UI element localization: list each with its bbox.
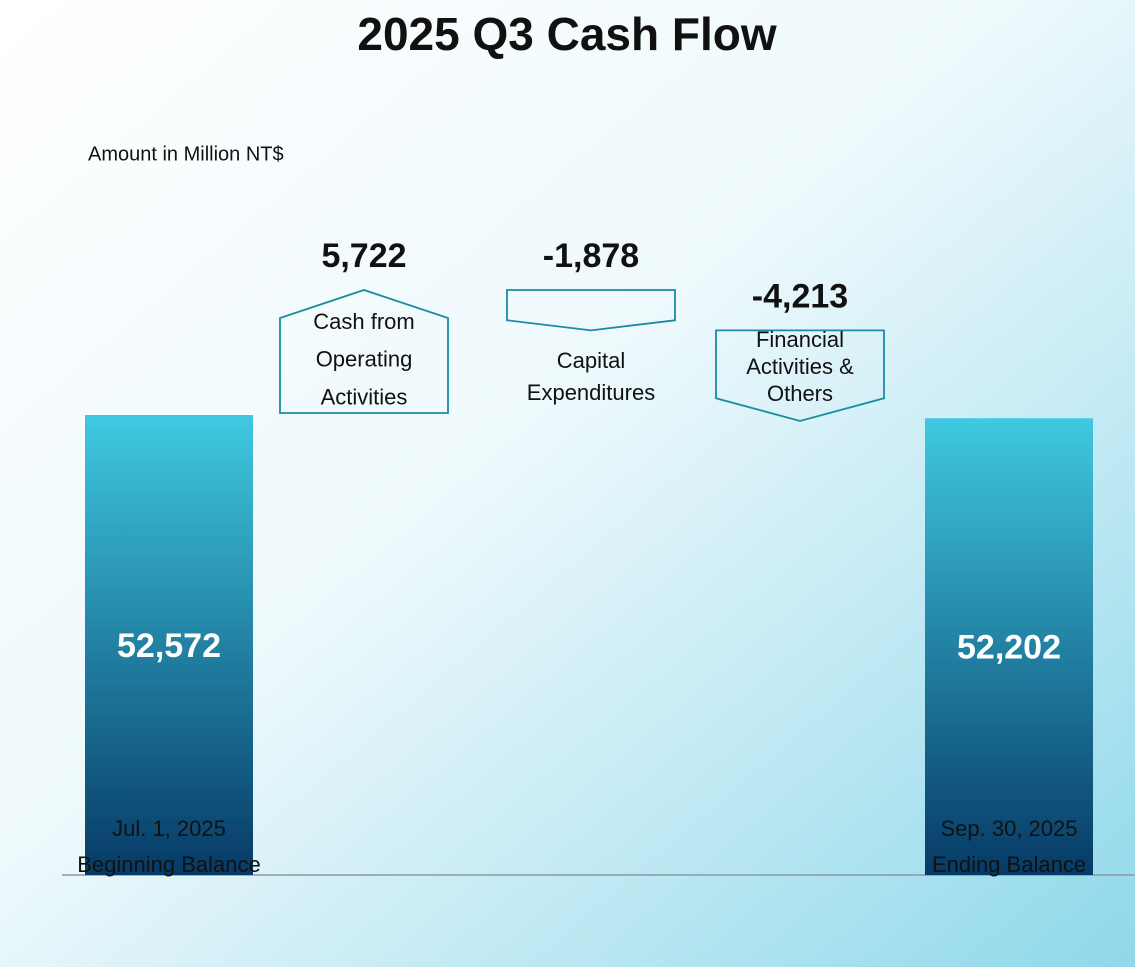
category-label: Operating [316,347,413,372]
delta-shape [279,289,449,414]
value-label: 52,572 [117,627,221,665]
category-label: Activities [321,384,408,409]
category-label: Financial [756,327,844,352]
delta-shape [506,289,676,332]
category-label: Capital [557,348,625,373]
category-label: Beginning Balance [77,852,260,877]
subtitle: Amount in Million NT$ [88,143,284,165]
bar [85,415,253,875]
category-label: Jul. 1, 2025 [112,816,226,841]
category-label: Ending Balance [932,852,1086,877]
category-label: Sep. 30, 2025 [940,816,1077,841]
category-label: Activities & [746,354,854,379]
delta-shape [715,329,885,422]
value-label: -4,213 [752,277,848,315]
bar [925,418,1093,875]
category-label: Others [767,381,833,406]
value-label: 5,722 [321,237,406,275]
value-label: -1,878 [543,237,639,275]
category-label: Cash from [313,309,414,334]
chart-title: 2025 Q3 Cash Flow [357,8,776,60]
value-label: 52,202 [957,629,1061,667]
category-label: Expenditures [527,380,655,405]
